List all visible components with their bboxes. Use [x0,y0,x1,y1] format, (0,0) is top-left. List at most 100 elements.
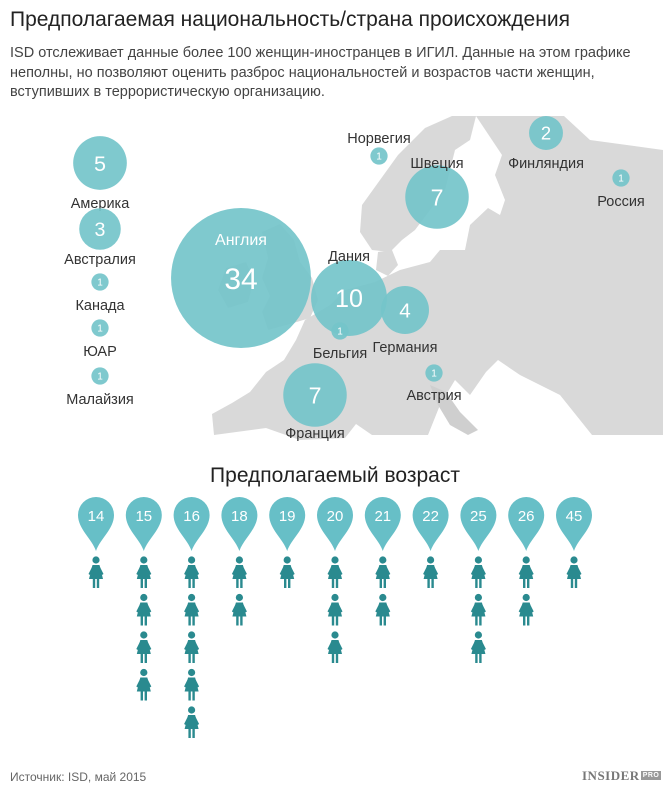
woman-icon [184,668,200,701]
country-label: Австралия [64,252,136,268]
woman-icon [184,706,200,738]
country-bubbles: 5 Америка 3 Австралия 1 Канада 1 ЮАР 1 Малайзия 34… [64,116,645,442]
logo-badge: PRO [640,771,662,780]
bubble-2 [79,208,121,250]
bubble-value: 34 [224,263,257,296]
bubble-value: 1 [337,327,343,338]
bubble-1 [73,136,127,190]
age-label: 21 [374,508,391,525]
country-label: Дания [328,249,370,265]
bubble-value: 4 [399,299,411,322]
age-group-19: 19 [269,497,306,588]
map-italy [430,385,478,435]
bubble-value: 7 [309,382,322,408]
bubble-value: 1 [618,174,624,185]
map-denmark [376,250,398,276]
woman-icon [136,593,152,626]
age-pin [508,497,545,551]
woman-icon [566,556,582,588]
bubble-8 [405,165,469,229]
woman-icon [518,593,534,626]
woman-icon [470,556,486,588]
age-label: 18 [231,508,248,525]
woman-icon [88,556,104,588]
woman-icon [136,668,152,701]
country-label: Норвегия [347,131,410,147]
country-label: Россия [597,194,645,210]
woman-icon [470,631,486,663]
age-pictogram: 14 15 16 18 19 20 21 22 25 26 45 [78,497,592,738]
source-note: Источник: ISD, май 2015 [10,770,147,784]
bubble-value: 5 [94,151,106,176]
woman-icon [375,593,391,626]
age-pin [556,497,592,551]
woman-icon [136,631,152,663]
age-group-14: 14 [78,497,114,588]
age-pin [317,497,353,551]
woman-icon [231,593,247,626]
country-label: Канада [75,298,125,314]
age-label: 14 [88,508,105,525]
bubble-value: 10 [335,285,363,313]
logo-text: INSIDER [582,768,640,783]
age-pin [412,497,449,551]
age-label: 16 [183,508,200,525]
bubble-5 [91,367,109,385]
age-pin [173,497,210,551]
woman-icon [136,556,152,588]
bubble-13 [331,322,349,340]
age-group-18: 18 [221,497,258,626]
country-label: Швеция [410,156,463,172]
age-group-25: 25 [460,497,497,663]
bubble-value: 2 [541,123,551,144]
country-label: Франция [285,426,344,442]
age-label: 45 [566,508,583,525]
age-label: 25 [470,508,487,525]
woman-icon [470,593,486,626]
woman-icon [327,631,343,663]
bubble-value: 1 [97,324,103,335]
bubble-9 [529,116,563,150]
age-group-26: 26 [508,497,545,626]
woman-icon [231,556,247,588]
age-label: 20 [327,508,344,525]
bubble-7 [370,147,388,165]
country-label: Австрия [406,388,461,404]
bubble-3 [91,273,109,291]
bubble-value: 1 [97,278,103,289]
age-group-15: 15 [125,497,162,701]
country-label: Германия [372,340,437,356]
chart-title: Предполагаемая национальность/страна про… [10,8,570,31]
age-group-21: 21 [364,497,401,626]
bubble-14 [425,364,443,382]
country-label: Финляндия [508,156,584,172]
insider-pro-logo: INSIDER PRO [582,768,662,784]
bubble-value: 3 [95,219,106,241]
age-title: Предполагаемый возраст [210,464,460,487]
woman-icon [327,556,343,588]
age-label: 19 [279,508,296,525]
bubble-value: 1 [97,372,103,383]
age-label: 22 [422,508,439,525]
bubble-10 [612,169,630,187]
bubble-value: 7 [431,184,444,210]
age-group-45: 45 [556,497,592,588]
chart-subtitle: ISD отслеживает данные более 100 женщин-… [10,45,631,100]
bubble-value: 1 [431,369,437,380]
woman-icon [184,593,200,626]
woman-icon [327,593,343,626]
age-pin [221,497,258,551]
age-pin [78,497,114,551]
country-label: Америка [71,196,131,212]
woman-icon [518,556,534,588]
bubble-value: 1 [376,152,382,163]
age-group-16: 16 [173,497,210,738]
age-group-20: 20 [317,497,353,663]
country-label: Англия [215,232,267,249]
woman-icon [184,556,200,588]
woman-icon [423,556,439,588]
age-label: 26 [518,508,535,525]
age-pin [269,497,306,551]
age-pin [125,497,162,551]
woman-icon [184,631,200,663]
